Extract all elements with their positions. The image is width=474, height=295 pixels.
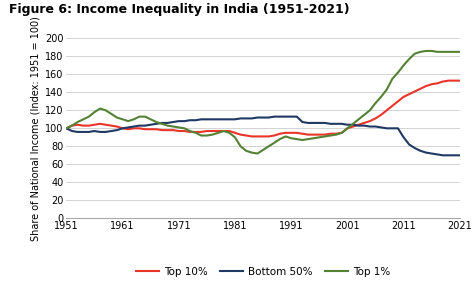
Bottom 50% [272, 115, 277, 118]
Line: Top 1%: Top 1% [66, 51, 460, 153]
Bottom 50% [64, 127, 69, 130]
Top 1% [305, 137, 311, 141]
Top 10% [120, 127, 126, 130]
Bottom 50% [446, 153, 451, 157]
Y-axis label: Share of National Income (Index: 1951 = 100): Share of National Income (Index: 1951 = … [31, 16, 41, 241]
Bottom 50% [75, 130, 81, 134]
Bottom 50% [423, 151, 429, 154]
Top 1% [446, 50, 451, 54]
Top 10% [423, 84, 429, 88]
Top 10% [457, 79, 463, 82]
Bottom 50% [440, 153, 446, 157]
Top 10% [260, 135, 266, 138]
Top 1% [255, 152, 260, 155]
Bottom 50% [120, 127, 126, 130]
Top 1% [120, 117, 126, 121]
Top 10% [305, 133, 311, 136]
Top 1% [457, 50, 463, 54]
Top 1% [423, 49, 429, 53]
Top 1% [260, 148, 266, 152]
Top 1% [75, 120, 81, 124]
Line: Bottom 50%: Bottom 50% [66, 117, 460, 155]
Line: Top 10%: Top 10% [66, 81, 460, 136]
Top 10% [75, 123, 81, 127]
Top 10% [446, 79, 451, 82]
Top 1% [64, 127, 69, 130]
Top 1% [429, 49, 435, 53]
Text: Figure 6: Income Inequality in India (1951-2021): Figure 6: Income Inequality in India (19… [9, 3, 350, 16]
Bottom 50% [457, 153, 463, 157]
Bottom 50% [305, 121, 311, 125]
Top 10% [64, 127, 69, 130]
Top 10% [440, 80, 446, 83]
Top 10% [249, 135, 255, 138]
Legend: Top 10%, Bottom 50%, Top 1%: Top 10%, Bottom 50%, Top 1% [131, 263, 395, 282]
Bottom 50% [255, 116, 260, 119]
